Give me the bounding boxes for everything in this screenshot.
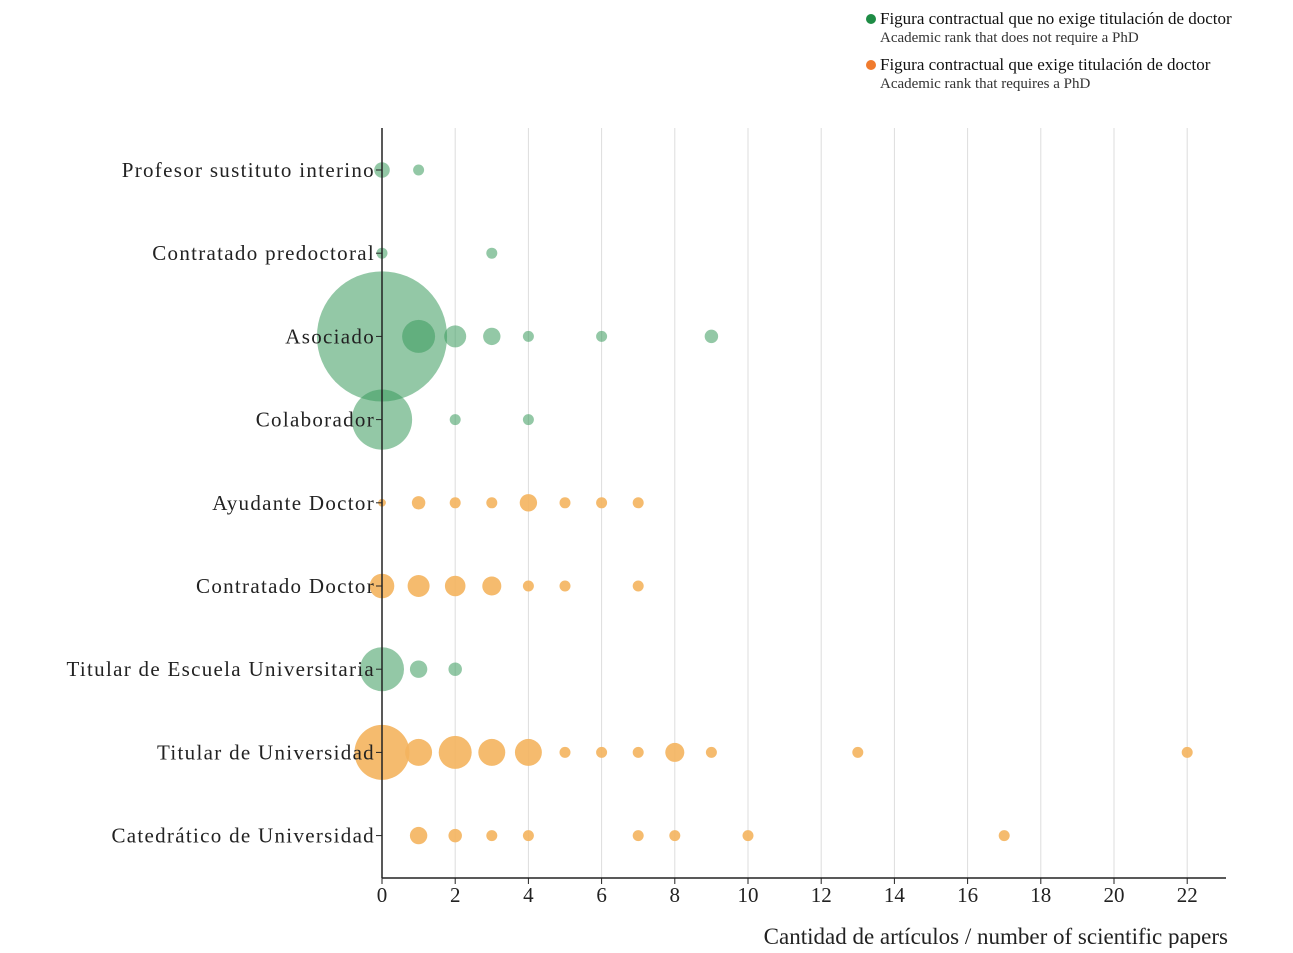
bubble-point xyxy=(444,575,466,597)
category-label-titular-de-escuela-universitaria: Titular de Escuela Universitaria xyxy=(67,657,376,681)
bubble-point xyxy=(514,738,542,766)
bubble-point xyxy=(522,414,534,426)
bubble-point xyxy=(632,830,644,842)
bubble-point xyxy=(448,662,462,676)
bubble-point xyxy=(632,497,644,509)
x-tick-label: 16 xyxy=(957,883,978,907)
x-tick-label: 10 xyxy=(738,883,759,907)
bubble-point xyxy=(669,830,681,842)
bubble-point xyxy=(409,826,428,845)
bubble-point xyxy=(559,746,571,758)
bubble-point xyxy=(519,494,538,512)
bubble-point xyxy=(559,497,571,509)
x-tick-label: 18 xyxy=(1030,883,1051,907)
bubble-point xyxy=(413,164,425,176)
bubble-point xyxy=(409,660,428,678)
bubble-point xyxy=(486,497,498,509)
bubble-point xyxy=(665,742,685,762)
bubble-point xyxy=(482,576,502,596)
x-tick-label: 4 xyxy=(523,883,534,907)
x-tick-label: 0 xyxy=(377,883,388,907)
bubble-point xyxy=(405,738,433,766)
x-tick-label: 22 xyxy=(1177,883,1198,907)
bubble-point xyxy=(486,830,498,842)
bubble-point xyxy=(632,580,644,592)
bubble-point xyxy=(1181,746,1193,758)
bubble-point xyxy=(522,330,534,342)
x-tick-label: 2 xyxy=(450,883,461,907)
legend-marker-no-phd xyxy=(866,14,876,24)
bubble-point xyxy=(478,738,506,766)
category-label-catedratico-de-universidad: Catedrático de Universidad xyxy=(111,824,375,848)
bubble-point xyxy=(407,575,430,597)
bubble-point xyxy=(438,735,472,769)
legend-label-no-phd-en: Academic rank that does not require a Ph… xyxy=(880,30,1139,46)
legend-label-no-phd-es: Figura contractual que no exige titulaci… xyxy=(880,9,1232,28)
category-label-asociado: Asociado xyxy=(285,324,375,348)
bubble-point xyxy=(742,830,754,842)
category-label-profesor-sustituto-interino: Profesor sustituto interino xyxy=(122,158,375,182)
bubble-point xyxy=(705,746,717,758)
bubble-point xyxy=(448,828,462,843)
bubble-point xyxy=(483,327,501,346)
category-label-contratado-predoctoral: Contratado predoctoral xyxy=(152,241,375,265)
category-label-ayudante-doctor: Ayudante Doctor xyxy=(212,491,375,515)
x-tick-label: 14 xyxy=(884,883,906,907)
bubble-point xyxy=(449,497,461,509)
bubble-point xyxy=(411,496,426,510)
legend-item-phd: Figura contractual que exige titulación … xyxy=(866,54,1232,94)
bubble-point xyxy=(998,830,1010,842)
category-label-contratado-doctor: Contratado Doctor xyxy=(196,574,375,598)
x-tick-label: 12 xyxy=(811,883,832,907)
legend-label-phd-en: Academic rank that requires a PhD xyxy=(880,76,1091,92)
bubble-point xyxy=(704,329,719,344)
x-tick-label: 8 xyxy=(670,883,681,907)
legend: Figura contractual que no exige titulaci… xyxy=(866,8,1232,100)
legend-label-phd-es: Figura contractual que exige titulación … xyxy=(880,55,1211,74)
bubble-point xyxy=(449,414,461,426)
bubble-point xyxy=(486,247,498,259)
bubble-point xyxy=(596,330,608,342)
bubble-point xyxy=(596,497,608,509)
bubble-point xyxy=(596,746,608,758)
bubble-point xyxy=(444,325,467,348)
x-tick-label: 20 xyxy=(1104,883,1125,907)
x-tick-label: 6 xyxy=(596,883,607,907)
legend-marker-phd xyxy=(866,60,876,70)
category-label-titular-de-universidad: Titular de Universidad xyxy=(157,740,375,764)
bubble-point xyxy=(632,746,644,758)
bubble-point xyxy=(559,580,571,592)
bubble-point xyxy=(522,580,534,592)
x-axis-title: Cantidad de artículos / number of scient… xyxy=(764,924,1228,948)
bubble-point xyxy=(522,830,534,842)
bubble-point xyxy=(852,746,864,758)
category-label-colaborador: Colaborador xyxy=(256,408,375,432)
bubble-point xyxy=(402,319,436,353)
legend-item-no-phd: Figura contractual que no exige titulaci… xyxy=(866,8,1232,48)
